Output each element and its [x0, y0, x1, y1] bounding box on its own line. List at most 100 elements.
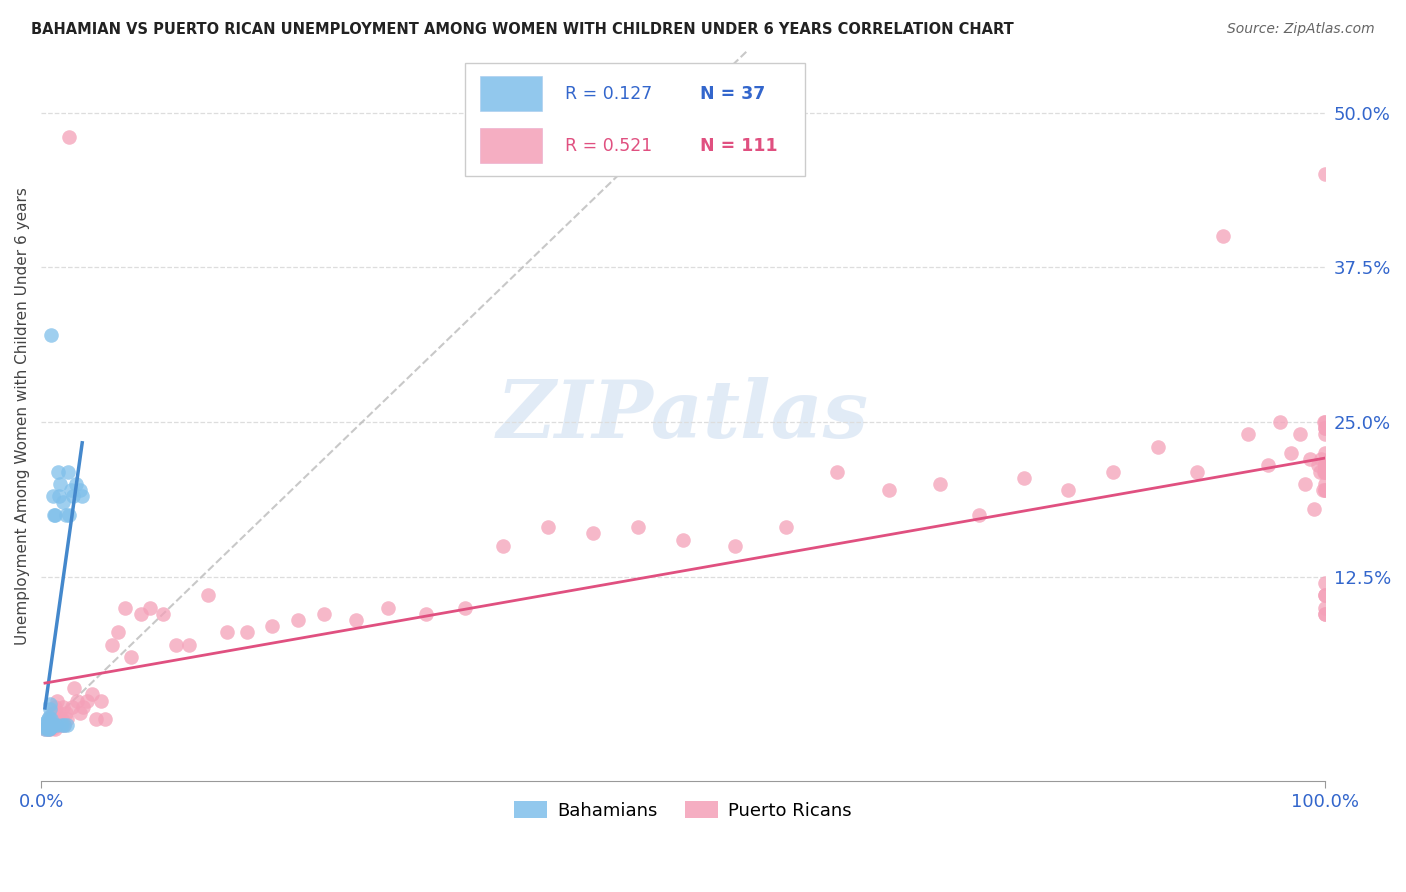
- Legend: Bahamians, Puerto Ricans: Bahamians, Puerto Ricans: [508, 794, 859, 827]
- Point: [37, 717, 59, 731]
- Point: [51, 718, 73, 732]
- Point: [34, 722, 56, 736]
- Point: [1299, 452, 1322, 467]
- Point: [1315, 458, 1337, 473]
- Point: [827, 465, 849, 479]
- Point: [82, 687, 104, 701]
- Point: [59, 483, 82, 497]
- Point: [41, 706, 63, 720]
- Point: [55, 508, 77, 522]
- Point: [1306, 458, 1329, 473]
- Point: [49, 718, 72, 732]
- Point: [55, 706, 77, 720]
- Point: [44, 722, 66, 736]
- Point: [38, 709, 60, 723]
- Point: [34, 722, 56, 736]
- Point: [37, 722, 59, 736]
- Point: [38, 714, 60, 729]
- Point: [41, 712, 63, 726]
- Point: [1302, 501, 1324, 516]
- Point: [1012, 471, 1035, 485]
- Text: Source: ZipAtlas.com: Source: ZipAtlas.com: [1227, 22, 1375, 37]
- Point: [1315, 588, 1337, 602]
- Point: [1315, 458, 1337, 473]
- Point: [46, 712, 69, 726]
- Point: [41, 721, 63, 735]
- Point: [1315, 458, 1337, 473]
- Point: [1309, 465, 1331, 479]
- Point: [86, 712, 108, 726]
- Point: [38, 715, 60, 730]
- Point: [1315, 600, 1337, 615]
- Point: [1315, 168, 1337, 182]
- Point: [39, 698, 62, 712]
- Point: [235, 625, 257, 640]
- Point: [217, 625, 239, 640]
- Point: [1256, 458, 1278, 473]
- Point: [1315, 421, 1337, 435]
- Point: [120, 650, 142, 665]
- Point: [1315, 607, 1337, 621]
- Point: [52, 699, 75, 714]
- Point: [46, 465, 69, 479]
- Point: [312, 607, 335, 621]
- Point: [454, 600, 477, 615]
- Point: [1270, 415, 1292, 429]
- Point: [1315, 588, 1337, 602]
- Point: [1102, 465, 1125, 479]
- Point: [94, 712, 117, 726]
- Point: [1057, 483, 1080, 497]
- Point: [877, 483, 900, 497]
- Point: [672, 533, 695, 547]
- Point: [52, 495, 75, 509]
- Point: [1185, 465, 1208, 479]
- Point: [37, 722, 59, 736]
- Point: [37, 712, 59, 726]
- Point: [42, 718, 65, 732]
- Point: [76, 693, 98, 707]
- Point: [1315, 458, 1337, 473]
- Point: [1315, 465, 1337, 479]
- Point: [51, 712, 73, 726]
- Point: [44, 699, 66, 714]
- Point: [41, 718, 63, 732]
- Point: [56, 712, 79, 726]
- Point: [177, 638, 200, 652]
- Point: [41, 712, 63, 726]
- Point: [929, 477, 952, 491]
- Point: [582, 526, 605, 541]
- Point: [42, 706, 65, 720]
- Point: [48, 489, 70, 503]
- Point: [49, 477, 72, 491]
- Text: R = 0.127: R = 0.127: [565, 85, 652, 103]
- Point: [42, 718, 65, 732]
- Point: [66, 693, 89, 707]
- Point: [35, 721, 58, 735]
- Point: [967, 508, 990, 522]
- Point: [1294, 477, 1316, 491]
- Point: [1288, 427, 1310, 442]
- Point: [45, 693, 67, 707]
- Point: [1315, 458, 1337, 473]
- Point: [1315, 458, 1337, 473]
- Point: [45, 714, 67, 729]
- Point: [69, 483, 91, 497]
- Point: [65, 477, 87, 491]
- Text: N = 111: N = 111: [700, 136, 778, 154]
- Point: [114, 600, 136, 615]
- Point: [35, 721, 58, 735]
- Point: [165, 638, 187, 652]
- Point: [1315, 483, 1337, 497]
- Point: [38, 722, 60, 736]
- Point: [1315, 483, 1337, 497]
- Point: [1279, 446, 1302, 460]
- Point: [44, 508, 66, 522]
- Y-axis label: Unemployment Among Women with Children Under 6 years: Unemployment Among Women with Children U…: [15, 187, 30, 645]
- Point: [1313, 415, 1336, 429]
- Point: [58, 508, 80, 522]
- Point: [41, 489, 63, 503]
- Text: ZIPatlas: ZIPatlas: [498, 377, 869, 455]
- Point: [41, 328, 63, 343]
- Point: [492, 539, 515, 553]
- Point: [1147, 440, 1170, 454]
